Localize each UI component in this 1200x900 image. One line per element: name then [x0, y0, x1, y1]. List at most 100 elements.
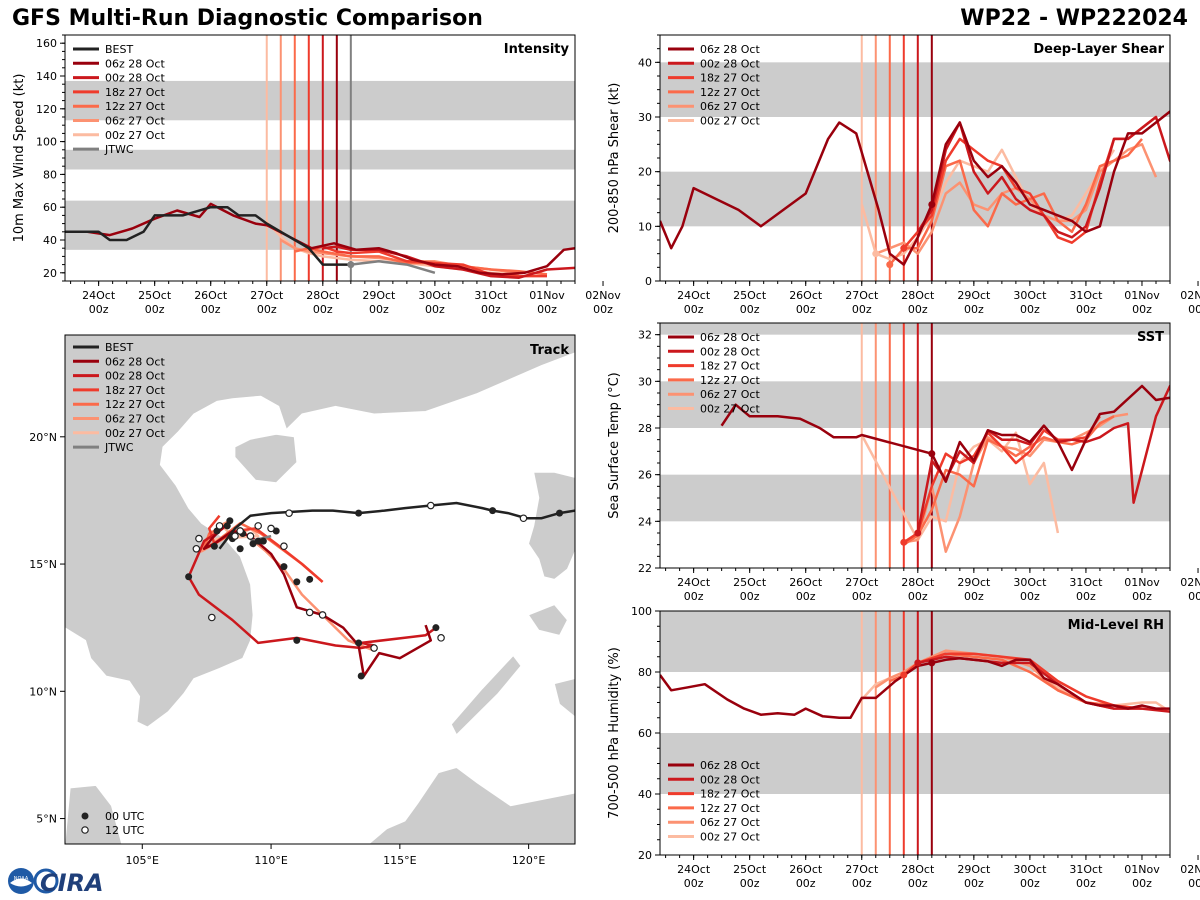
- cira-logo-text: CIRA: [40, 869, 104, 896]
- track-marker-12utc-2: [215, 522, 224, 530]
- sst-series-r18z27: [903, 415, 1101, 544]
- noaa-badge-text: NOAA: [14, 876, 29, 882]
- intensity-series-best: [65, 205, 351, 266]
- sst-xtick-date-1: 25Oct: [733, 576, 767, 589]
- taiwan-island: [574, 335, 575, 387]
- shear-ytick-label-0: 0: [645, 275, 652, 288]
- shear-marker-2: [900, 244, 908, 252]
- sst-legend-label-4: 06z 27 Oct: [700, 388, 760, 401]
- shear-plot-area: [660, 35, 1170, 281]
- shear-xtick-hour-5: 00z: [964, 303, 984, 316]
- shear-xtick-hour-3: 00z: [852, 303, 872, 316]
- track-legend-label-1: 06z 28 Oct: [105, 355, 165, 368]
- track-marker-00utc-15: [355, 509, 363, 517]
- rh-xtick-date-7: 31Oct: [1069, 863, 1103, 876]
- intensity-marker-0: [347, 261, 355, 269]
- rh-legend-label-3: 12z 27 Oct: [700, 802, 760, 815]
- intensity-xtick-date-5: 29Oct: [362, 289, 396, 302]
- rh-xtick-date-5: 29Oct: [957, 863, 991, 876]
- rh-xtick-hour-2: 00z: [796, 877, 816, 890]
- track-marker-00utc-9: [293, 578, 301, 586]
- track-marker-00utc-20: [213, 527, 221, 535]
- rh-ytick-label-1: 40: [638, 788, 652, 801]
- rh-series-r12z27: [889, 652, 1115, 707]
- rh-band-0: [660, 733, 1170, 794]
- sst-legend-label-0: 06z 28 Oct: [700, 331, 760, 344]
- track-marker-00utc-18: [185, 573, 193, 581]
- track-legend-00utc-marker: [81, 812, 89, 820]
- track-legend-12utc-marker: [81, 826, 89, 834]
- sst-title: SST: [1137, 330, 1164, 345]
- track-legend-00utc-label: 00 UTC: [105, 810, 145, 823]
- shear-xtick-date-5: 29Oct: [957, 289, 991, 302]
- track-marker-12utc-16: [208, 613, 216, 622]
- sst-frame: [659, 322, 1171, 569]
- rh-xtick-date-0: 24Oct: [677, 863, 711, 876]
- intensity-xtick-hour-1: 00z: [145, 303, 165, 316]
- rh-ytick-label-4: 100: [631, 605, 652, 618]
- intensity-legend-label-0: BEST: [105, 43, 133, 56]
- sst-xtick-hour-6: 00z: [1020, 590, 1040, 603]
- track-series-r00z27-0: [200, 527, 260, 553]
- rh-xtick-hour-0: 00z: [684, 877, 704, 890]
- track-marker-12utc-11: [437, 634, 445, 642]
- rh-xtick-hour-9: 00z: [1188, 877, 1200, 890]
- track-series-r06z27-1: [200, 519, 375, 652]
- sst-xtick-hour-2: 00z: [796, 590, 816, 603]
- track-marker-12utc-9: [318, 611, 327, 619]
- intensity-band-2: [65, 80, 575, 121]
- sst-xtick-date-2: 26Oct: [789, 576, 823, 589]
- shear-marker-3: [872, 250, 880, 258]
- track-marker-00utc-1: [223, 522, 231, 530]
- intensity-xtick-hour-7: 00z: [481, 303, 501, 316]
- intensity-ytick-label-3: 80: [43, 168, 57, 181]
- track-marker-00utc-21: [228, 535, 236, 543]
- sst-xtick-hour-1: 00z: [740, 590, 760, 603]
- rh-xtick-hour-7: 00z: [1076, 877, 1096, 890]
- sst-xtick-date-3: 27Oct: [845, 576, 879, 589]
- sst-series-r12z27: [903, 415, 1115, 546]
- rh-xtick-date-3: 27Oct: [845, 863, 879, 876]
- intensity-xtick-hour-3: 00z: [257, 303, 277, 316]
- intensity-xtick-date-9: 02Nov: [585, 289, 621, 302]
- rh-legend-label-4: 06z 27 Oct: [700, 816, 760, 829]
- cira-logo: NOAA CIRA: [8, 868, 104, 896]
- track-marker-00utc-14: [432, 624, 440, 632]
- track-series-r18z27-3: [207, 514, 324, 583]
- shear-marker-1: [886, 261, 894, 269]
- shear-xtick-date-2: 26Oct: [789, 289, 823, 302]
- shear-xtick-date-3: 27Oct: [845, 289, 879, 302]
- track-marker-00utc-2: [226, 517, 234, 525]
- sst-ylabel: Sea Surface Temp (°C): [607, 372, 622, 519]
- track-marker-00utc-5: [259, 537, 267, 545]
- sst-xtick-date-7: 31Oct: [1069, 576, 1103, 589]
- shear-ytick-label-2: 20: [638, 166, 652, 179]
- track-series-jtwc-8: [250, 534, 272, 543]
- track-marker-00utc-19: [236, 545, 244, 553]
- intensity-series-r00z27: [265, 221, 520, 276]
- track-xtick-label-2: 115°E: [383, 854, 416, 867]
- intensity-legend-label-6: 00z 27 Oct: [105, 129, 165, 142]
- track-xtick-label-3: 120°E: [512, 854, 545, 867]
- track-best-line: [218, 501, 575, 550]
- track-xtick-label-0: 105°E: [126, 854, 159, 867]
- shear-legend-label-5: 00z 27 Oct: [700, 115, 760, 128]
- intensity-series-r12z27: [294, 246, 548, 276]
- shear-xtick-hour-7: 00z: [1076, 303, 1096, 316]
- rh-frame: [659, 610, 1171, 856]
- track-marker-12utc-5: [267, 524, 275, 533]
- intensity-legend-label-4: 12z 27 Oct: [105, 100, 165, 113]
- intensity-xtick-date-0: 24Oct: [82, 289, 116, 302]
- rh-xtick-date-1: 25Oct: [733, 863, 767, 876]
- track-ytick-label-2: 15°N: [29, 558, 57, 571]
- shear-series-r06z28: [660, 110, 1170, 266]
- intensity-ytick-label-4: 100: [36, 136, 57, 149]
- sst-series-r00z27: [855, 431, 1060, 542]
- intensity-xtick-hour-9: 00z: [593, 303, 613, 316]
- intensity-legend-label-2: 00z 28 Oct: [105, 72, 165, 85]
- rh-ylabel: 700-500 hPa Humidity (%): [607, 647, 622, 819]
- sst-xtick-date-0: 24Oct: [677, 576, 711, 589]
- track-marker-00utc-8: [280, 563, 288, 571]
